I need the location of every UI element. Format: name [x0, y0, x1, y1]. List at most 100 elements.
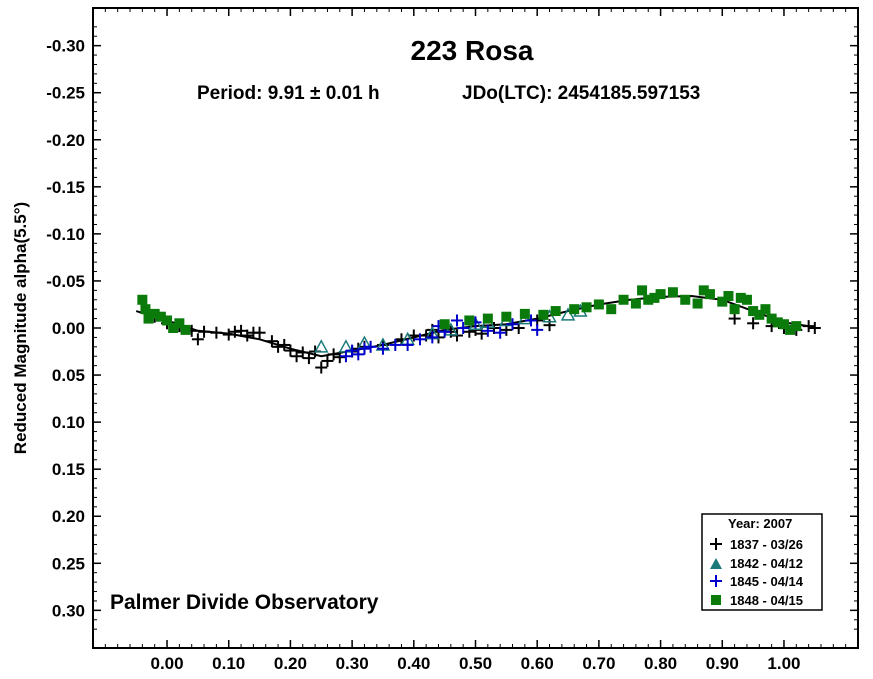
data-point-square [630, 298, 641, 309]
data-point-square [741, 294, 752, 305]
data-point-plus [346, 344, 359, 357]
data-point-square [180, 324, 191, 335]
data-point-square [618, 294, 629, 305]
data-point-square [569, 304, 580, 315]
epoch-subtitle: JDo(LTC): 2454185.597153 [462, 83, 700, 104]
data-point-plus [747, 317, 760, 330]
legend-entry-1848: 1848 - 04/15 [711, 593, 803, 608]
legend-marker-square-green [711, 595, 721, 605]
y-axis-label: Reduced Magnitude alpha(5.5°) [11, 202, 30, 454]
data-point-plus [450, 314, 463, 327]
data-point-square [791, 321, 802, 332]
y-tick-label: -0.20 [46, 131, 85, 150]
legend-entry-1845: 1845 - 04/14 [710, 574, 804, 589]
y-tick-label: -0.30 [46, 37, 85, 56]
x-axis: 0.00 0.10 0.20 0.30 0.40 0.50 0.60 0.70 0.80 0.90… [104, 8, 847, 673]
data-point-square [464, 315, 475, 326]
data-point-plus [407, 329, 420, 342]
y-tick-label: 0.15 [52, 460, 85, 479]
legend-marker-plus-blue [710, 575, 722, 587]
data-point-square [174, 318, 185, 329]
data-point-plus [235, 324, 248, 337]
y-tick-label: 0.20 [52, 507, 85, 526]
data-point-plus [191, 333, 204, 346]
legend-title: Year: 2007 [728, 516, 792, 531]
legend: Year: 2007 1837 - 03/26 1842 - 04/12 184… [701, 513, 823, 611]
data-point-plus [494, 326, 507, 339]
y-tick-label: -0.05 [46, 272, 85, 291]
series-4 [137, 285, 802, 335]
data-point-square [692, 298, 703, 309]
data-point-square [637, 285, 648, 296]
data-point-plus [241, 329, 254, 342]
chart-title: 223 Rosa [411, 35, 534, 66]
data-point-square [760, 304, 771, 315]
data-point-plus [358, 342, 371, 355]
data-point-square [501, 311, 512, 322]
data-point-square [581, 302, 592, 313]
data-point-square [140, 304, 151, 315]
y-tick-label: -0.10 [46, 225, 85, 244]
x-tick-label: 0.10 [212, 654, 245, 673]
x-tick-label: 1.00 [767, 654, 800, 673]
data-point-plus [808, 322, 821, 334]
series-3 [339, 314, 544, 363]
y-tick-label: 0.05 [52, 366, 85, 385]
data-point-plus [364, 340, 377, 353]
data-point-square [439, 319, 450, 330]
data-point-square [149, 308, 160, 319]
data-points-group [137, 285, 821, 374]
x-tick-label: 0.90 [706, 654, 739, 673]
legend-marker-plus-black [710, 538, 722, 550]
data-point-plus [278, 338, 291, 351]
data-point-square [785, 324, 796, 335]
data-point-square [772, 317, 783, 328]
data-point-square [137, 294, 148, 305]
y-tick-label: -0.25 [46, 84, 85, 103]
data-point-plus [525, 314, 538, 327]
data-point-square [143, 313, 154, 324]
data-point-square [667, 287, 678, 298]
x-tick-label: 0.80 [644, 654, 677, 673]
data-point-plus [296, 346, 309, 359]
data-point-plus [376, 342, 389, 355]
x-tick-label: 0.40 [397, 654, 430, 673]
data-point-square [643, 294, 654, 305]
data-point-plus [302, 352, 315, 365]
data-point-triangle [443, 322, 459, 336]
legend-label-1837: 1837 - 03/26 [730, 537, 803, 552]
y-axis: -0.30 -0.25 -0.20 -0.15 -0.10 -0.05 0.00 0.05 0.… [46, 26, 858, 630]
data-point-square [482, 313, 493, 324]
data-point-triangle [560, 307, 576, 321]
x-tick-label: 0.20 [274, 654, 307, 673]
data-point-plus [506, 318, 519, 331]
data-point-square [717, 296, 728, 307]
data-point-plus [401, 338, 414, 351]
data-point-plus [457, 322, 470, 334]
data-point-square [168, 323, 179, 333]
data-point-plus [265, 335, 278, 348]
data-point-square [162, 315, 173, 326]
data-point-triangle [314, 339, 329, 353]
data-point-plus [315, 361, 328, 374]
y-tick-label: -0.15 [46, 178, 85, 197]
data-point-square [748, 306, 759, 317]
data-point-square [680, 294, 691, 305]
legend-box [701, 513, 823, 611]
data-point-plus [272, 340, 285, 353]
legend-label-1842: 1842 - 04/12 [730, 556, 803, 571]
data-point-square [729, 304, 740, 315]
data-point-plus [352, 348, 365, 361]
x-tick-label: 0.00 [150, 654, 183, 673]
x-tick-label: 0.60 [521, 654, 554, 673]
data-point-plus [321, 354, 334, 367]
legend-label-1848: 1848 - 04/15 [730, 593, 803, 608]
data-point-plus [222, 328, 235, 341]
data-point-square [655, 289, 666, 300]
y-tick-label: 0.30 [52, 601, 85, 620]
data-point-plus [210, 326, 223, 339]
data-point-plus [327, 348, 340, 361]
legend-label-1845: 1845 - 04/14 [730, 574, 804, 589]
data-point-plus [253, 326, 266, 339]
